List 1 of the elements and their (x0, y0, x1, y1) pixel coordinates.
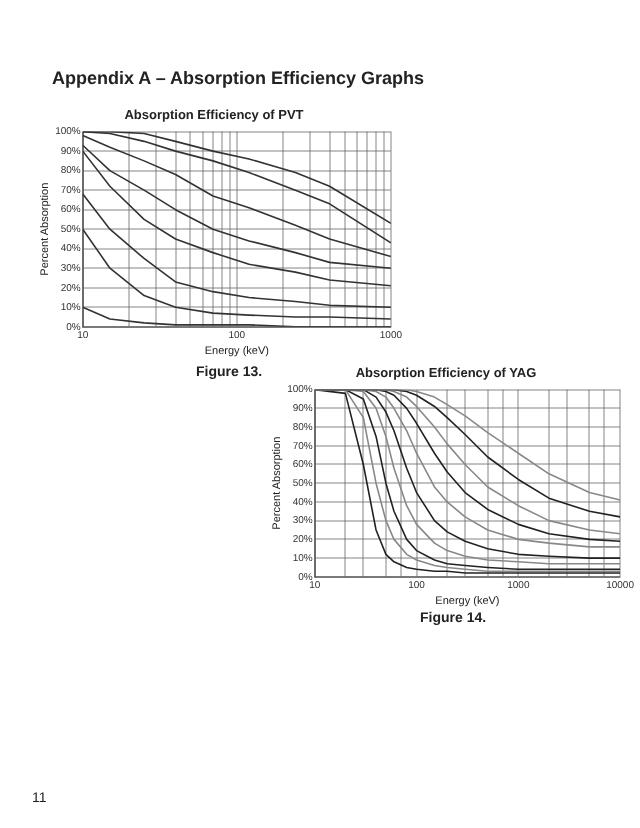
text: Appendix A – Absorption Efficiency Graphs (52, 68, 425, 88)
